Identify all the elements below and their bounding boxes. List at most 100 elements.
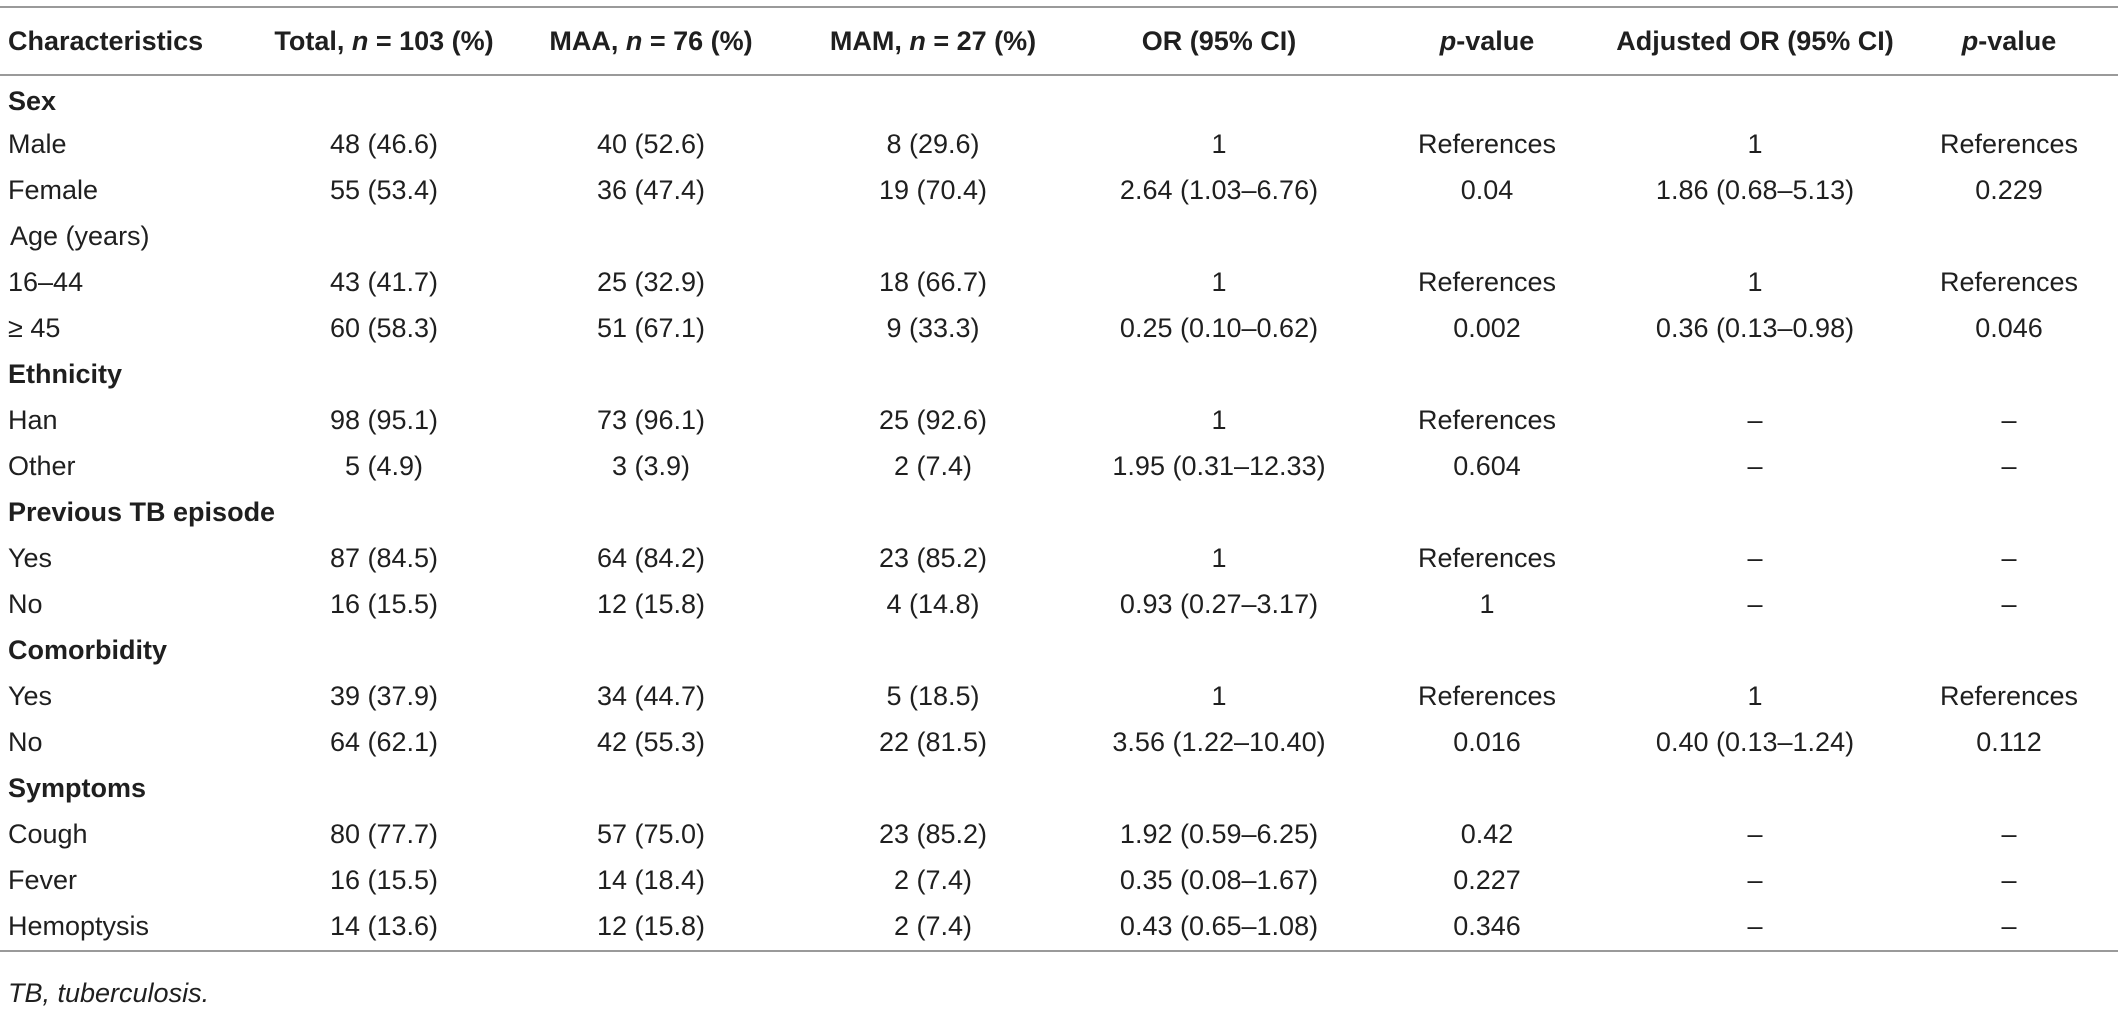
row-label: ≥ 45 xyxy=(8,312,61,343)
table-cell: – xyxy=(2001,450,2017,481)
table-cell: 0.112 xyxy=(1976,726,2042,757)
table-row: Other 5 (4.9) 3 (3.9) 2 (7.4) 1.95 (0.31–12.… xyxy=(0,443,2118,489)
table-cell: – xyxy=(1747,864,1763,895)
table-row: ≥ 45 60 (58.3) 51 (67.1) 9 (33.3) 0.25 (0.10… xyxy=(0,305,2118,351)
table-cell: 1 xyxy=(1747,128,1763,159)
table-cell xyxy=(510,489,792,535)
table-cell xyxy=(258,351,510,397)
table-cell: 64 (84.2) xyxy=(596,542,706,573)
table-cell: 0.40 (0.13–1.24) xyxy=(1655,726,1855,757)
table-cell: 5 (18.5) xyxy=(886,680,980,711)
row-label: Yes xyxy=(8,542,53,573)
table-cell xyxy=(792,351,1074,397)
table-cell: 0.046 xyxy=(1975,312,2043,343)
column-header: p-value xyxy=(1900,7,2118,75)
table-cell: References xyxy=(1417,266,1557,297)
table-cell: 98 (95.1) xyxy=(329,404,439,435)
table-cell xyxy=(258,489,510,535)
table-cell xyxy=(1364,765,1610,811)
table-cell xyxy=(1364,627,1610,673)
table-cell: – xyxy=(2001,818,2017,849)
table-cell: References xyxy=(1939,128,2079,159)
table-cell: 87 (84.5) xyxy=(329,542,439,573)
header-text: n xyxy=(909,25,926,56)
section-row: Symptoms xyxy=(0,765,2118,811)
table-cell: 40 (52.6) xyxy=(596,128,706,159)
header-text: Adjusted OR (95% CI) xyxy=(1616,25,1894,56)
table-cell: 80 (77.7) xyxy=(329,818,439,849)
table-cell: 64 (62.1) xyxy=(329,726,439,757)
table-cell: 2 (7.4) xyxy=(893,864,973,895)
table-cell: References xyxy=(1417,542,1557,573)
table-cell: 36 (47.4) xyxy=(596,174,706,205)
table-row: Han 98 (95.1) 73 (96.1) 25 (92.6) 1 Reference… xyxy=(0,397,2118,443)
table-cell xyxy=(1900,765,2118,811)
table-cell: 22 (81.5) xyxy=(878,726,988,757)
table-cell: 0.604 xyxy=(1453,450,1521,481)
table-cell xyxy=(258,627,510,673)
table-cell: 1 xyxy=(1211,680,1227,711)
table-cell xyxy=(1900,627,2118,673)
row-label: Symptoms xyxy=(8,772,147,803)
header-text: -value xyxy=(1456,25,1535,56)
table-cell xyxy=(258,75,510,121)
table-cell: 1 xyxy=(1211,404,1227,435)
table-cell: 0.002 xyxy=(1453,312,1521,343)
table-cell: – xyxy=(1747,818,1763,849)
table-cell xyxy=(792,765,1074,811)
table-cell xyxy=(1900,213,2118,259)
table-cell xyxy=(792,627,1074,673)
table-cell: 42 (55.3) xyxy=(596,726,706,757)
section-row: Sex xyxy=(0,75,2118,121)
table-cell xyxy=(792,75,1074,121)
table-row: Cough 80 (77.7) 57 (75.0) 23 (85.2) 1.92 (0.… xyxy=(0,811,2118,857)
row-label: Previous TB episode xyxy=(8,496,276,527)
table-cell: 2 (7.4) xyxy=(893,450,973,481)
table-cell xyxy=(792,213,1074,259)
table-row: No 16 (15.5) 12 (15.8) 4 (14.8) 0.93 (0.27–3… xyxy=(0,581,2118,627)
table-cell xyxy=(1900,75,2118,121)
table-cell: 1.95 (0.31–12.33) xyxy=(1112,450,1326,481)
table-cell xyxy=(1610,627,1900,673)
table-cell: 1 xyxy=(1747,266,1763,297)
table-cell xyxy=(1074,489,1364,535)
table-cell xyxy=(510,627,792,673)
table-cell: 57 (75.0) xyxy=(596,818,706,849)
table-cell xyxy=(510,213,792,259)
table-cell xyxy=(1074,75,1364,121)
header-text: p xyxy=(1439,25,1457,56)
table-cell: 25 (32.9) xyxy=(596,266,706,297)
table-cell xyxy=(510,765,792,811)
row-label: Hemoptysis xyxy=(8,911,150,941)
characteristics-table: Characteristics Total, n = 103 (%) MAA, n … xyxy=(0,6,2118,952)
section-row: Ethnicity xyxy=(0,351,2118,397)
table-row: Female 55 (53.4) 36 (47.4) 19 (70.4) 2.64 (1… xyxy=(0,167,2118,213)
table-cell xyxy=(258,765,510,811)
table-cell: 16 (15.5) xyxy=(329,864,439,895)
table-cell: 60 (58.3) xyxy=(329,312,439,343)
column-header: MAM, n = 27 (%) xyxy=(792,7,1074,75)
table-cell: 14 (13.6) xyxy=(329,911,439,941)
table-cell: – xyxy=(2001,588,2017,619)
table-cell: 3.56 (1.22–10.40) xyxy=(1112,726,1326,757)
table-cell xyxy=(1900,489,2118,535)
table-cell: 0.229 xyxy=(1975,174,2043,205)
table-row: Yes 87 (84.5) 64 (84.2) 23 (85.2) 1 Reference… xyxy=(0,535,2118,581)
table-cell: 1.92 (0.59–6.25) xyxy=(1119,818,1319,849)
table-row: Hemoptysis 14 (13.6) 12 (15.8) 2 (7.4) 0.43 … xyxy=(0,903,2118,951)
column-header: MAA, n = 76 (%) xyxy=(510,7,792,75)
table-cell: 1 xyxy=(1747,680,1763,711)
row-label: Female xyxy=(8,174,99,205)
table-cell: 1 xyxy=(1211,128,1227,159)
header-text: n xyxy=(625,25,643,56)
header-text: = 76 (%) xyxy=(642,25,753,56)
table-cell xyxy=(510,75,792,121)
table-cell: References xyxy=(1939,680,2079,711)
table-cell: – xyxy=(1747,588,1763,619)
table-cell: 39 (37.9) xyxy=(329,680,439,711)
table-cell xyxy=(1074,765,1364,811)
header-text: = 103 (%) xyxy=(368,25,494,56)
table-cell: 51 (67.1) xyxy=(596,312,706,343)
table-cell: 23 (85.2) xyxy=(878,818,988,849)
table-row: Male 48 (46.6) 40 (52.6) 8 (29.6) 1 Reference… xyxy=(0,121,2118,167)
